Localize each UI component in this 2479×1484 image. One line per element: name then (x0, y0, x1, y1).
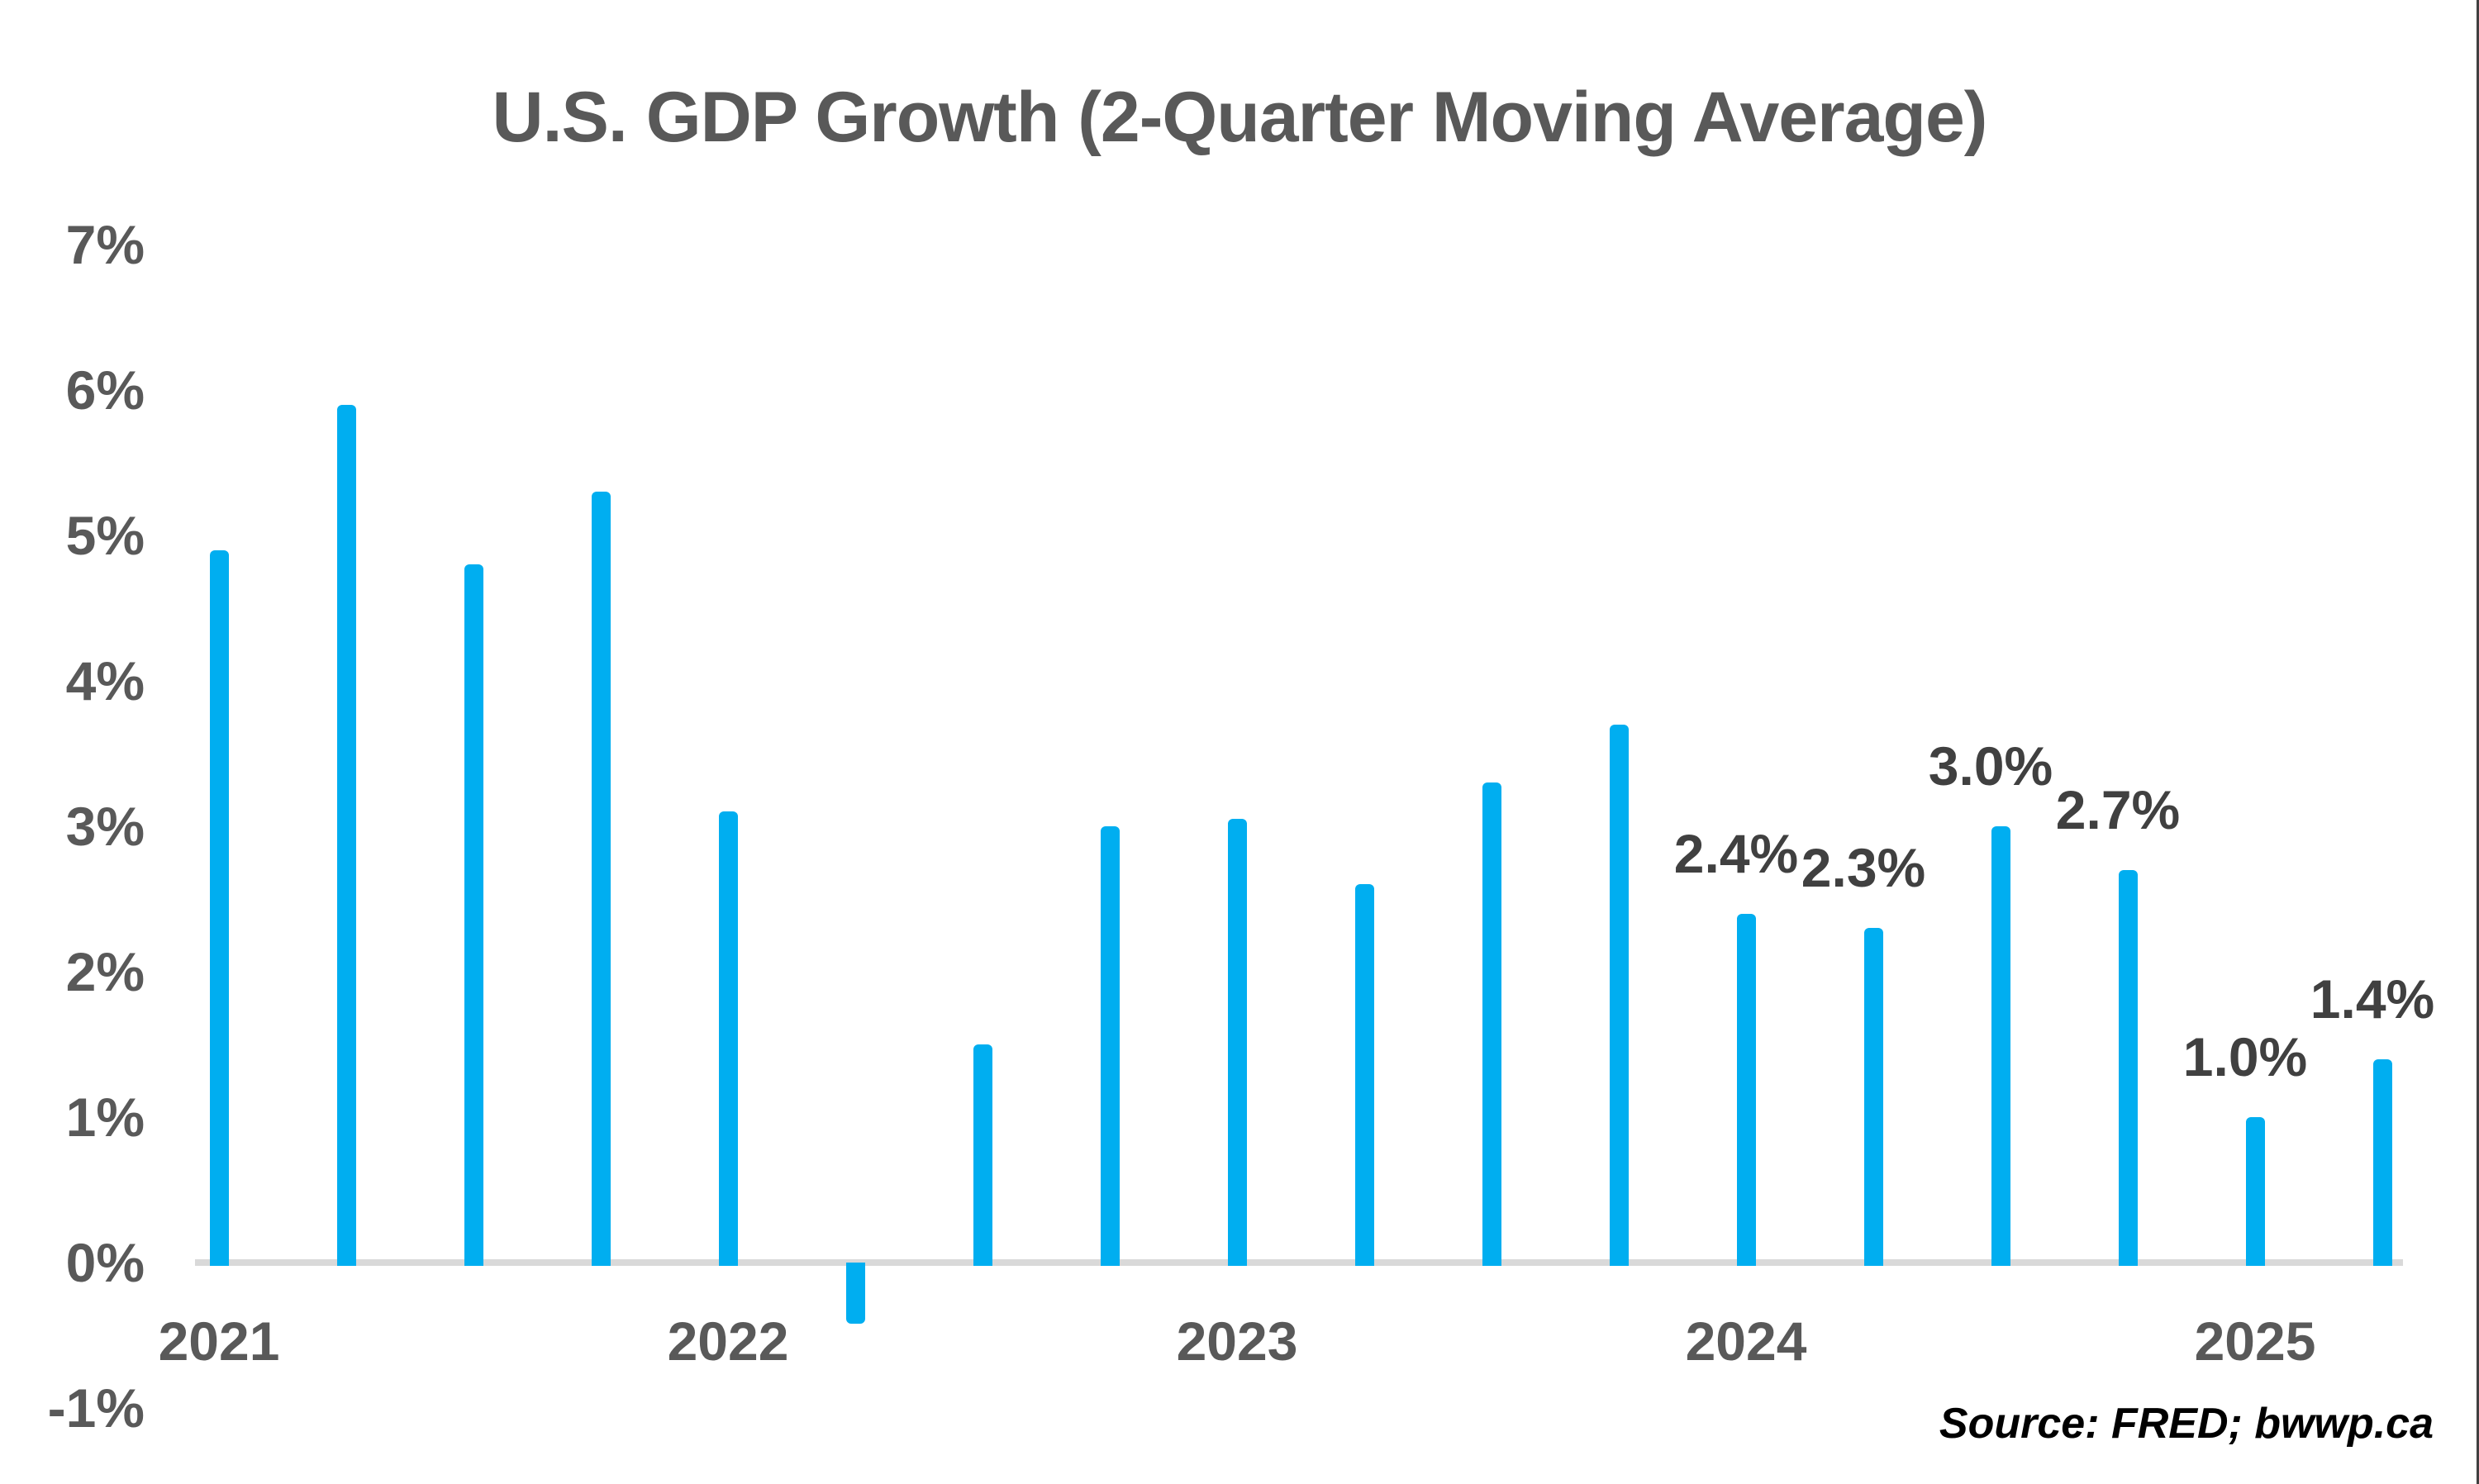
x-axis-label-2022: 2022 (667, 1310, 789, 1372)
x-axis-label-2021: 2021 (158, 1310, 280, 1372)
bar-2021-Q2 (336, 404, 356, 1266)
y-axis-label-1: 1% (65, 1087, 145, 1148)
bar-value-label-2024-Q1: 2.4% (1673, 822, 1799, 884)
bar-value-label-2024-Q3: 3.0% (1928, 735, 2053, 797)
bar-2021-Q1 (209, 549, 229, 1266)
x-axis-label-2023: 2023 (1176, 1310, 1298, 1372)
y-axis-label-2: 2% (65, 941, 145, 1002)
bar-2022-Q3 (973, 1044, 992, 1266)
y-axis-label-6: 6% (65, 359, 145, 421)
bar-2024-Q3 (1991, 826, 2010, 1266)
bar-2024-Q2 (1863, 928, 1883, 1266)
bar-value-label-2024-Q2: 2.3% (1801, 837, 1926, 899)
bar-2023-Q3 (1482, 782, 1501, 1266)
zero-baseline (195, 1259, 2403, 1266)
screen-right-edge-line (2477, 0, 2479, 1484)
bar-2024-Q4 (2118, 869, 2138, 1266)
bar-2025-Q1 (2245, 1117, 2265, 1266)
bar-2022-Q4 (1100, 826, 1120, 1266)
bar-2022-Q1 (718, 811, 738, 1266)
bar-2021-Q3 (464, 564, 483, 1266)
bar-2023-Q1 (1227, 819, 1247, 1266)
y-axis-label-4: 4% (65, 650, 145, 711)
bar-value-label-2025-Q1: 1.0% (2182, 1026, 2308, 1087)
bar-2021-Q4 (591, 492, 611, 1266)
y-axis-label-7: 7% (65, 214, 145, 275)
bar-2023-Q4 (1609, 724, 1629, 1266)
y-axis-label--1: -1% (47, 1377, 145, 1439)
bar-2024-Q1 (1736, 913, 1756, 1266)
chart-title: U.S. GDP Growth (2-Quarter Moving Averag… (492, 78, 1988, 157)
y-axis-label-3: 3% (65, 796, 145, 857)
x-axis-label-2025: 2025 (2194, 1310, 2316, 1372)
bar-value-label-2024-Q4: 2.7% (2055, 778, 2181, 840)
source-note: Source: FRED; bwwp.ca (1939, 1400, 2434, 1448)
bar-value-label-2025-Q2: 1.4% (2310, 968, 2435, 1030)
y-axis-label-0: 0% (65, 1232, 145, 1293)
y-axis-label-5: 5% (65, 505, 145, 566)
x-axis-label-2024: 2024 (1685, 1310, 1807, 1372)
bar-2022-Q2 (845, 1263, 865, 1325)
bar-2023-Q2 (1354, 884, 1374, 1266)
bar-2025-Q2 (2372, 1058, 2392, 1266)
